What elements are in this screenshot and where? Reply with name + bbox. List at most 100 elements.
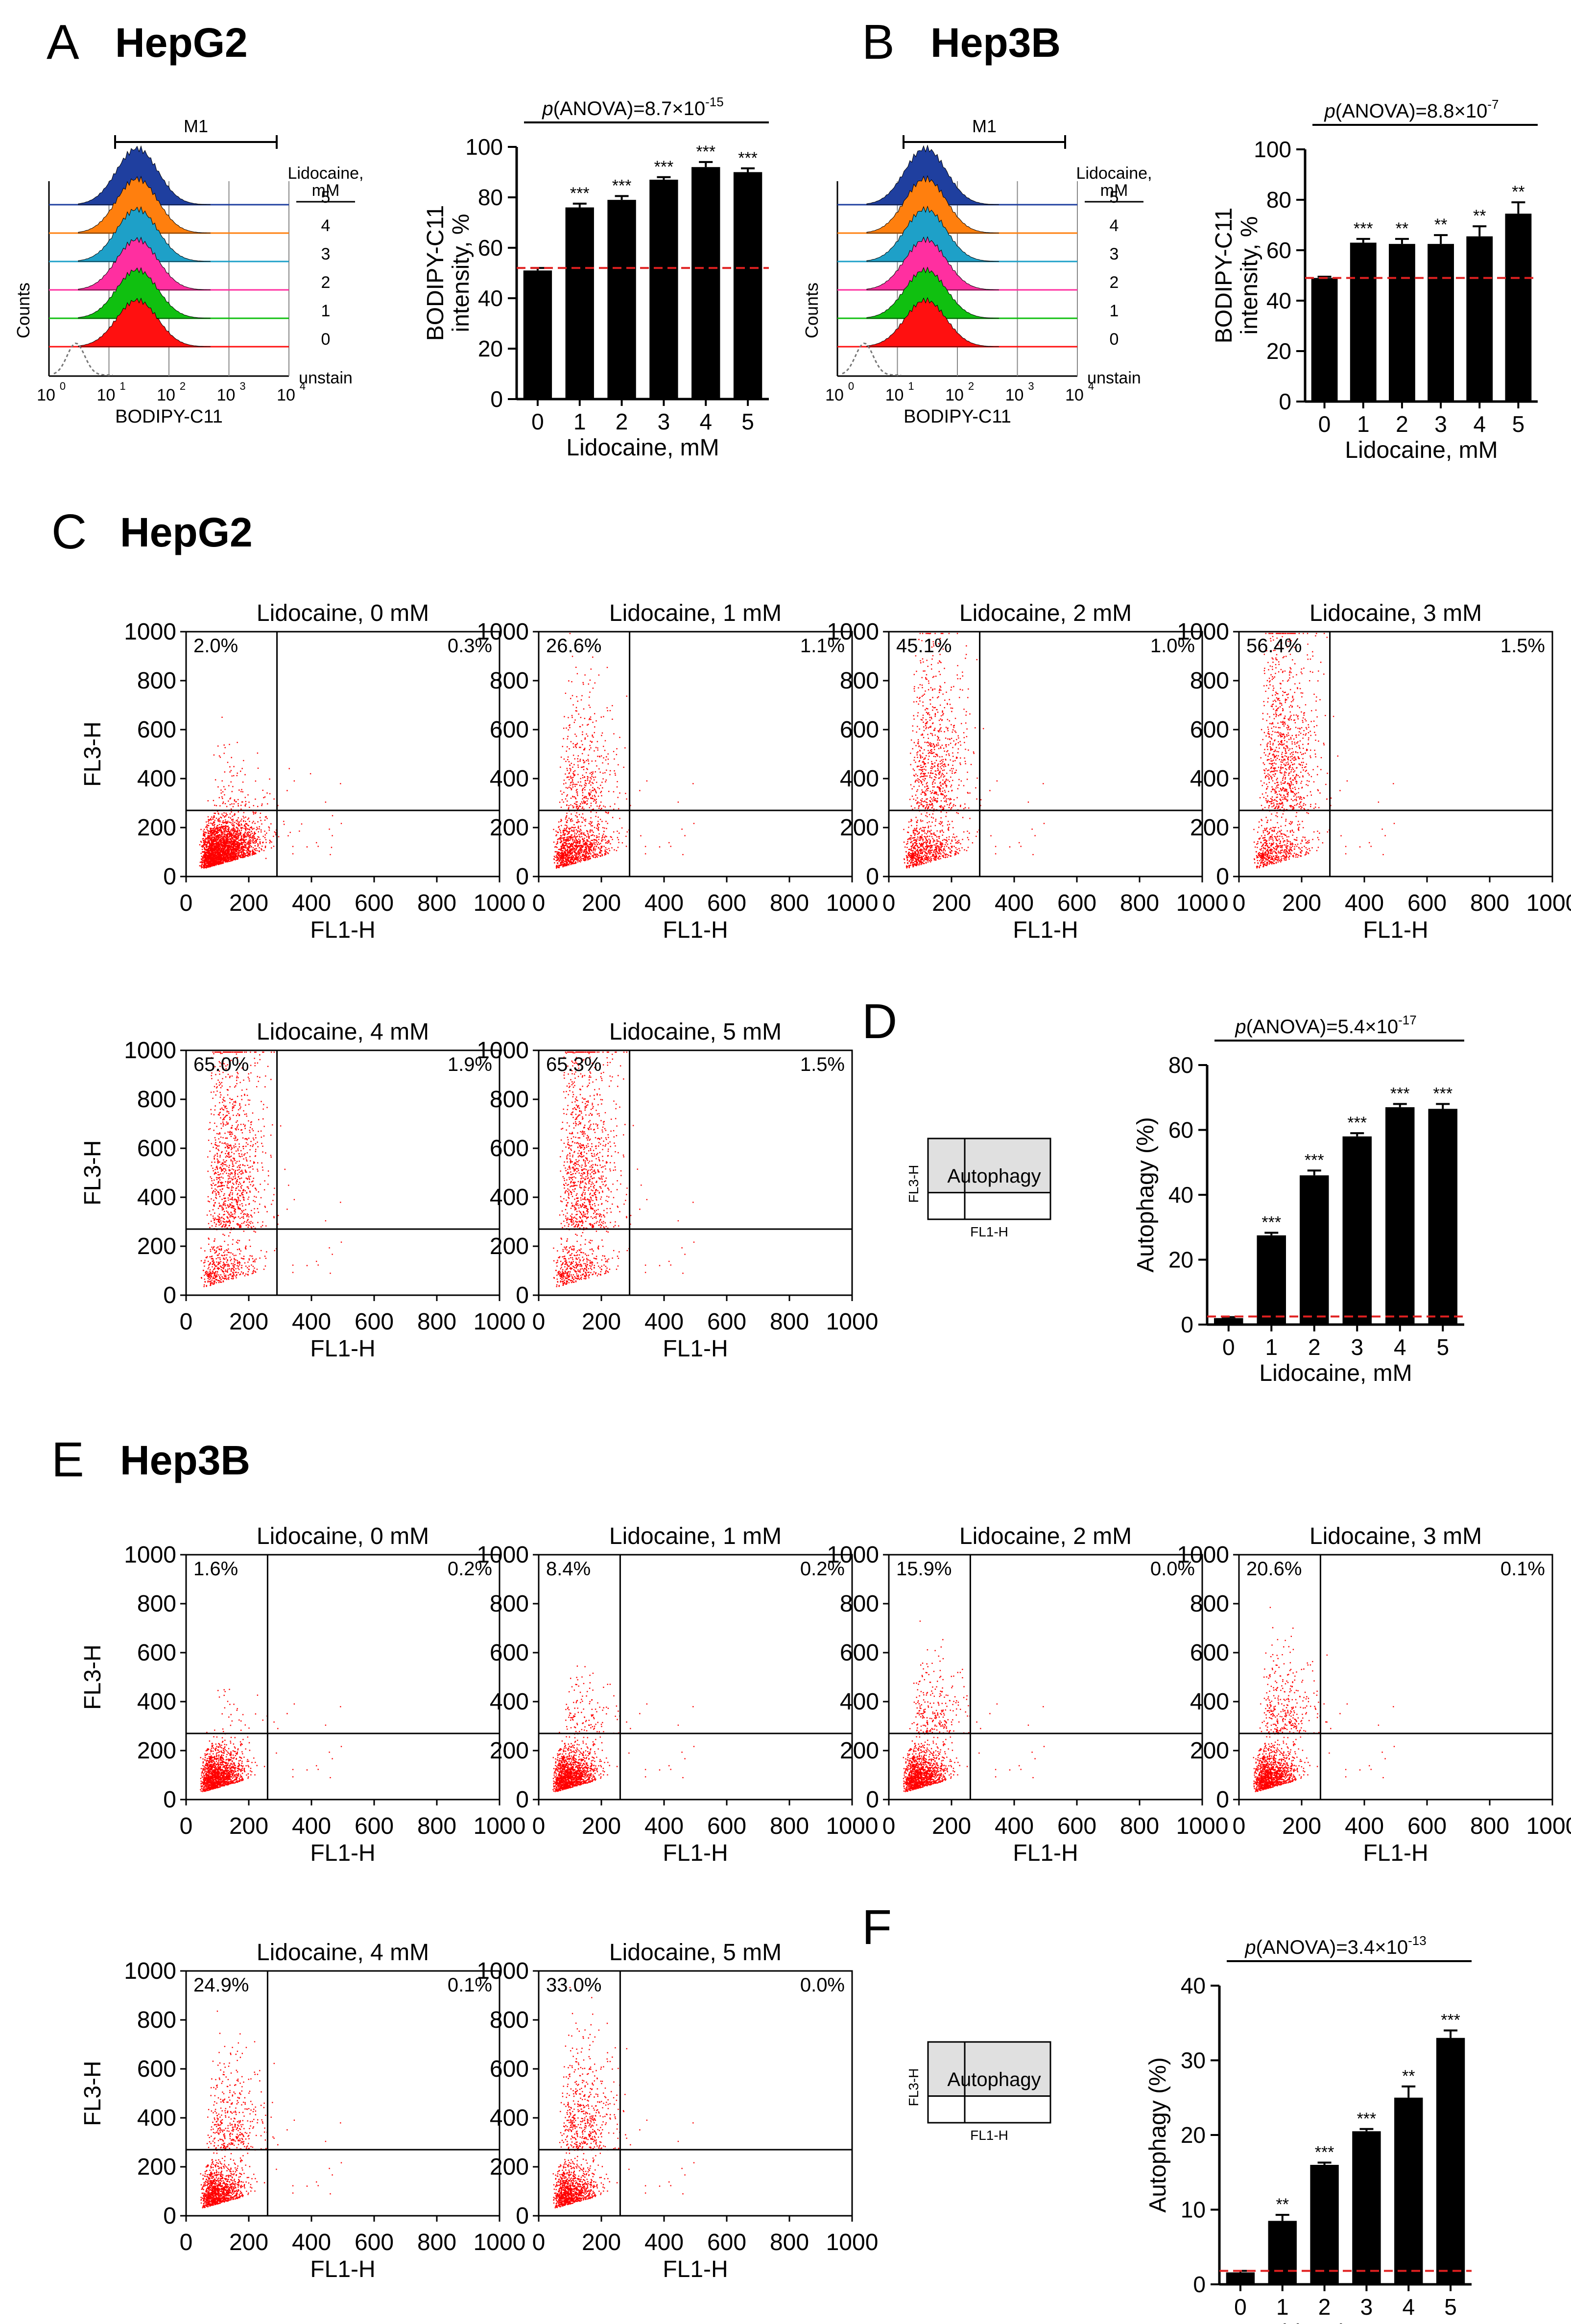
y-axis-label: Autophagy (%) bbox=[1133, 1117, 1159, 1273]
y-tick-label: 40 bbox=[1168, 1182, 1193, 1208]
y-axis-label: FL3-H bbox=[80, 2061, 106, 2126]
bar-chart-B: p(ANOVA)=8.8×10-7 0 20 40 60 80 100 0 *** 1 ** 2 ** 3… bbox=[1211, 97, 1538, 463]
quadrant-ylabel: FL3-H bbox=[906, 1165, 921, 1203]
y-tick-label: 400 bbox=[137, 1185, 176, 1210]
x-tick-label: 800 bbox=[417, 1309, 456, 1335]
x-axis-label: Lidocaine, mM bbox=[566, 435, 719, 461]
x-tick-label: 800 bbox=[417, 1813, 456, 1839]
y-tick-label: 1000 bbox=[124, 1542, 176, 1568]
lane-level-label: 4 bbox=[321, 216, 331, 235]
x-axis-label: FL1-H bbox=[310, 917, 375, 943]
x-axis-label: BODIPY-C11 bbox=[115, 406, 223, 427]
x-tick-label: 200 bbox=[229, 890, 268, 916]
x-tick-label: 10 bbox=[97, 386, 116, 404]
lane-level-label: 1 bbox=[321, 302, 331, 320]
y-tick-label: 800 bbox=[490, 2007, 529, 2033]
y-tick-label: 1000 bbox=[476, 1958, 529, 1984]
panel-E-header: E Hep3B bbox=[51, 1432, 250, 1487]
y-tick-label: 200 bbox=[490, 815, 529, 841]
x-tick-label: 10 bbox=[157, 386, 175, 404]
x-tick-label: 1000 bbox=[1526, 1813, 1571, 1839]
scatter-E-5: Lidocaine, 5 mM 33.0% 0.0% 0 200 400 600 800 100… bbox=[476, 1940, 878, 2282]
y-tick-label: 400 bbox=[137, 2105, 176, 2131]
upper-right-percent: 1.0% bbox=[1150, 635, 1195, 657]
y-tick-label: 800 bbox=[137, 1591, 176, 1617]
anova-text: (ANOVA)=3.4×10 bbox=[1256, 1937, 1408, 1958]
y-tick-label: 1000 bbox=[1177, 1542, 1229, 1568]
x-tick-label: 1 bbox=[573, 409, 586, 434]
bar-0 bbox=[1214, 1318, 1243, 1325]
x-axis-label: Lidocaine, mM bbox=[1269, 2320, 1422, 2324]
x-tick-label: 400 bbox=[644, 1813, 684, 1839]
y-tick-label: 200 bbox=[490, 1233, 529, 1259]
quadrant-xlabel: FL1-H bbox=[970, 1224, 1008, 1239]
scatter-points bbox=[199, 716, 342, 869]
scatter-points bbox=[903, 1620, 1045, 1792]
y-tick-label: 0 bbox=[163, 864, 176, 890]
panel-letter-C: C bbox=[51, 504, 87, 559]
significance-label: *** bbox=[1441, 2011, 1460, 2030]
upper-right-percent: 0.2% bbox=[800, 1558, 845, 1580]
x-axis-label: Lidocaine, mM bbox=[1345, 437, 1498, 463]
x-tick-label: 800 bbox=[1470, 1813, 1509, 1839]
scatter-E-3: Lidocaine, 3 mM 20.6% 0.1% 0 200 400 600 800 100… bbox=[1177, 1523, 1571, 1866]
scatter-C-0: Lidocaine, 0 mM 2.0% 0.3% 0 200 400 600 800 1000… bbox=[80, 600, 525, 943]
plot-frame bbox=[888, 1554, 1203, 1801]
x-tick-label: 200 bbox=[1282, 1813, 1321, 1839]
x-tick-label: 600 bbox=[355, 2229, 394, 2255]
anova-p: p bbox=[1244, 1937, 1256, 1958]
y-axis-label: Autophagy (%) bbox=[1145, 2057, 1171, 2213]
unstain-label: unstain bbox=[299, 369, 353, 387]
x-tick-label: 400 bbox=[1345, 890, 1384, 916]
y-tick-label: 1000 bbox=[476, 619, 529, 645]
y-tick-label: 40 bbox=[1181, 1973, 1206, 1998]
x-tick-label: 400 bbox=[292, 2229, 331, 2255]
y-tick-label: 600 bbox=[490, 1136, 529, 1162]
y-tick-label: 800 bbox=[490, 668, 529, 694]
y-tick-label: 200 bbox=[490, 2154, 529, 2180]
bar-1 bbox=[1257, 1235, 1286, 1325]
scatter-C-2: Lidocaine, 2 mM 45.1% 1.0% 0 200 400 600 800 100… bbox=[827, 600, 1228, 943]
lane-level-label: 3 bbox=[321, 245, 331, 263]
y-tick-label: 600 bbox=[137, 2056, 176, 2082]
x-tick-label: 200 bbox=[582, 890, 621, 916]
scatter-C-3: Lidocaine, 3 mM 56.4% 1.5% 0 200 400 600 800 100… bbox=[1177, 600, 1571, 943]
lane-level-label: 1 bbox=[1110, 302, 1119, 320]
x-tick-label: 10 bbox=[1005, 386, 1024, 404]
bar-1 bbox=[1268, 2221, 1297, 2284]
x-tick-label: 1 bbox=[1357, 411, 1370, 437]
y-axis-label: FL3-H bbox=[80, 1140, 106, 1205]
scatter-title: Lidocaine, 4 mM bbox=[257, 1019, 429, 1045]
x-axis-label: FL1-H bbox=[1013, 917, 1078, 943]
upper-right-percent: 1.1% bbox=[800, 635, 845, 657]
histogram-lane-0 bbox=[866, 297, 1000, 347]
x-tick-label: 600 bbox=[355, 1813, 394, 1839]
x-tick-label: 3 bbox=[1360, 2294, 1373, 2320]
x-tick-label: 10 bbox=[885, 386, 904, 404]
x-tick-label: 0 bbox=[531, 409, 544, 434]
scatter-C-5: Lidocaine, 5 mM 65.3% 1.5% 0 200 400 600 800 100… bbox=[476, 1019, 878, 1362]
scatter-title: Lidocaine, 2 mM bbox=[959, 600, 1132, 626]
significance-label: ** bbox=[1434, 215, 1447, 234]
y-tick-label: 60 bbox=[478, 235, 503, 261]
y-tick-label: 400 bbox=[490, 1185, 529, 1210]
bar-4 bbox=[691, 167, 720, 399]
y-tick-label: 400 bbox=[840, 766, 879, 792]
x-tick-label: 600 bbox=[355, 1309, 394, 1335]
x-axis-label: FL1-H bbox=[310, 1336, 375, 1362]
x-axis-label: FL1-H bbox=[663, 917, 728, 943]
y-tick-label: 400 bbox=[137, 766, 176, 792]
significance-label: *** bbox=[1354, 219, 1373, 238]
y-tick-label: 400 bbox=[490, 2105, 529, 2131]
scatter-E-4: Lidocaine, 4 mM 24.9% 0.1% 0 200 400 600 800 100… bbox=[80, 1940, 525, 2282]
x-tick-label: 200 bbox=[582, 2229, 621, 2255]
scatter-points bbox=[903, 633, 1045, 869]
upper-right-percent: 1.9% bbox=[448, 1054, 492, 1075]
y-tick-label: 100 bbox=[465, 134, 503, 160]
x-tick-label: 200 bbox=[1282, 890, 1321, 916]
x-tick-label: 600 bbox=[1057, 1813, 1096, 1839]
bar-0 bbox=[1311, 278, 1338, 402]
x-tick-label: 5 bbox=[1444, 2294, 1457, 2320]
y-tick-label: 10 bbox=[1181, 2197, 1206, 2223]
x-tick-label: 3 bbox=[1434, 411, 1447, 437]
